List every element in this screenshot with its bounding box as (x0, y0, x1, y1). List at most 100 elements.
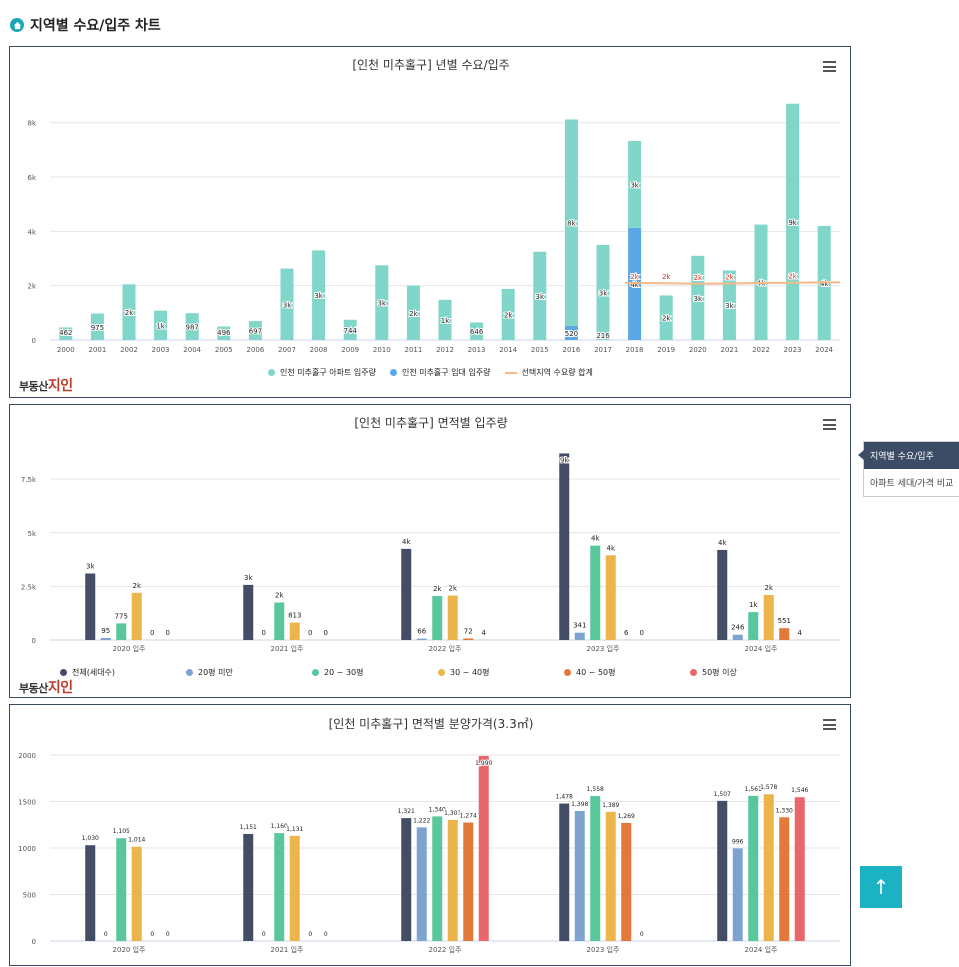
legend-item-demand[interactable]: 선택지역 수요량 합계 (505, 367, 593, 378)
data-label: 0 (308, 931, 312, 938)
legend-label: 20 ~ 30평 (324, 667, 364, 678)
scroll-top-button[interactable]: ↑ (860, 866, 902, 908)
x-tick-label: 2024 입주 (745, 645, 778, 653)
data-label: 0 (166, 931, 170, 938)
data-label: 341 (573, 622, 586, 630)
data-label: 0 (104, 931, 108, 938)
legend-item[interactable]: 40 ~ 50평 (564, 667, 690, 678)
legend-item[interactable]: 20 ~ 30평 (312, 667, 438, 678)
data-label: 1,105 (113, 828, 130, 835)
x-tick-label: 2006 (246, 346, 264, 354)
home-icon (10, 18, 24, 32)
data-label: 4k (402, 538, 411, 546)
legend-item[interactable]: 20평 미만 (186, 667, 312, 678)
bar-1 (417, 827, 427, 941)
data-label: 1,131 (286, 826, 303, 833)
data-label-apt: 3k (314, 292, 323, 300)
data-label: 0 (166, 629, 170, 637)
side-panel-item-compare[interactable]: 아파트 세대/가격 비교 (864, 469, 959, 496)
y-tick-label: 2000 (18, 752, 36, 760)
x-tick-label: 2014 (499, 346, 517, 354)
bar-2 (590, 546, 600, 640)
bar-5 (795, 797, 805, 941)
x-tick-label: 2009 (341, 346, 359, 354)
bar-2 (432, 816, 442, 941)
data-label: 0 (262, 629, 266, 637)
x-tick-label: 2012 (436, 346, 454, 354)
x-tick-label: 2020 입주 (113, 645, 146, 653)
bar-0 (559, 804, 569, 941)
data-label: 72 (464, 627, 473, 635)
x-tick-label: 2003 (152, 346, 170, 354)
legend-dot (186, 669, 193, 676)
side-panel: 지역별 수요/입주 아파트 세대/가격 비교 (863, 441, 959, 497)
bar-3 (764, 794, 774, 941)
bar-3 (290, 623, 300, 640)
x-tick-label: 2022 (752, 346, 770, 354)
data-label-apt: 3k (630, 181, 639, 189)
data-label: 1,014 (128, 837, 145, 844)
page-title-text: 지역별 수요/입주 차트 (30, 15, 161, 35)
bar-3 (448, 596, 458, 640)
side-panel-item-demand[interactable]: 지역별 수요/입주 (864, 442, 959, 469)
legend-dot (564, 669, 571, 676)
x-tick-label: 2005 (215, 346, 233, 354)
data-label-demand: 2k (694, 274, 703, 282)
bar-3 (132, 593, 142, 640)
bar-2 (590, 796, 600, 941)
legend-item-apt[interactable]: 인천 미추홀구 아파트 입주량 (268, 367, 376, 378)
chart-menu-button[interactable] (823, 419, 836, 430)
x-tick-label: 2013 (468, 346, 486, 354)
bar-4 (463, 823, 473, 941)
data-label: 66 (417, 628, 426, 636)
y-tick-label: 2.5k (21, 583, 37, 591)
chart-legend: 인천 미추홀구 아파트 입주량 인천 미추홀구 임대 입주량 선택지역 수요량 … (268, 367, 593, 378)
bar-1 (417, 639, 427, 640)
data-label-demand: 2k (725, 274, 734, 282)
legend-label: 20평 미만 (198, 667, 233, 678)
data-label: 1,558 (587, 786, 604, 793)
x-tick-label: 2011 (404, 346, 422, 354)
bar-2 (116, 623, 126, 640)
data-label-apt: 462 (59, 329, 72, 337)
bar-2 (748, 612, 758, 640)
data-label-apt: 3k (283, 301, 292, 309)
bar-3 (606, 812, 616, 941)
legend-dot (690, 669, 697, 676)
x-tick-label: 2016 (562, 346, 580, 354)
data-label-apt: 987 (186, 324, 199, 332)
x-tick-label: 2022 입주 (429, 946, 462, 954)
page-title: 지역별 수요/입주 차트 (10, 14, 161, 36)
x-tick-label: 2010 (373, 346, 391, 354)
legend-item[interactable]: 전체(세대수) (60, 667, 186, 678)
chart-menu-button[interactable] (823, 61, 836, 72)
data-label: 775 (115, 612, 128, 620)
legend-item[interactable]: 50평 이상 (690, 667, 770, 678)
x-tick-label: 2001 (88, 346, 106, 354)
data-label: 3k (86, 563, 95, 571)
data-label: 246 (731, 624, 745, 632)
x-tick-label: 2000 (57, 346, 75, 354)
bar-3 (132, 847, 142, 941)
data-label-apt: 496 (217, 329, 231, 337)
legend-item-rent[interactable]: 인천 미추홀구 임대 입주량 (390, 367, 491, 378)
legend-label: 30 ~ 40평 (450, 667, 490, 678)
x-tick-label: 2002 (120, 346, 138, 354)
y-tick-label: 500 (23, 892, 36, 900)
x-tick-label: 2008 (310, 346, 328, 354)
data-label: 1,546 (791, 787, 808, 794)
data-label: 1,478 (556, 794, 573, 801)
data-label: 1,030 (82, 835, 99, 842)
chart-title: [인천 미추홀구] 면적별 분양가격(3.3㎡) (329, 716, 534, 731)
data-label: 2k (132, 582, 141, 590)
bar-3 (606, 555, 616, 640)
x-tick-label: 2020 입주 (113, 946, 146, 954)
bar-5 (479, 756, 489, 941)
data-label-apt: 744 (344, 327, 358, 335)
data-label: 2k (448, 585, 457, 593)
x-tick-label: 2020 (689, 346, 707, 354)
data-label-apt: 646 (470, 328, 484, 336)
chart-menu-button[interactable] (823, 719, 836, 730)
legend-item[interactable]: 30 ~ 40평 (438, 667, 564, 678)
